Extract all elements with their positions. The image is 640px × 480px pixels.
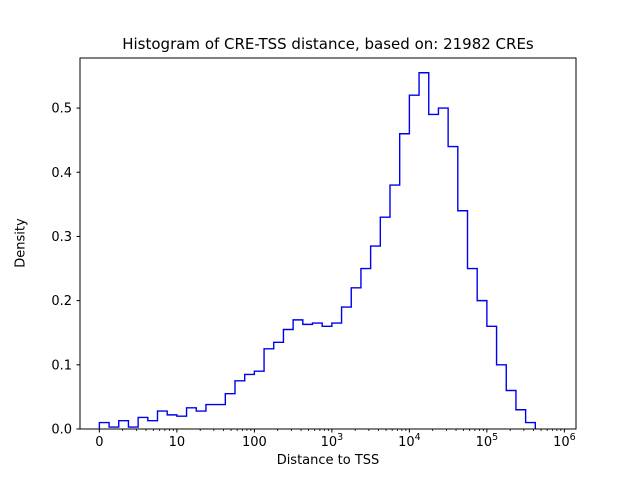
- y-tick-label-2: 0.2: [51, 294, 72, 309]
- chart-title: Histogram of CRE-TSS distance, based on:…: [122, 35, 534, 53]
- x-tick-label-6: 106: [553, 432, 576, 450]
- axes-spines: [79, 57, 577, 430]
- x-tick-label-2: 100: [242, 435, 267, 450]
- x-tick-label-0: 0: [95, 435, 103, 450]
- y-tick-label-3: 0.3: [51, 230, 72, 245]
- y-axis-label: Density: [13, 218, 29, 268]
- y-tick-label-5: 0.5: [51, 102, 72, 117]
- y-tick-label-4: 0.4: [51, 166, 72, 181]
- x-tick-label-4: 104: [398, 432, 421, 450]
- x-tick-label-5: 105: [476, 432, 499, 450]
- y-tick-label-1: 0.1: [51, 358, 72, 373]
- histogram-step-line: [98, 72, 537, 429]
- x-tick-label-3: 103: [321, 432, 344, 450]
- x-tick-label-1: 10: [169, 435, 186, 450]
- y-tick-label-0: 0.0: [51, 423, 72, 438]
- x-axis-label: Distance to TSS: [276, 453, 380, 468]
